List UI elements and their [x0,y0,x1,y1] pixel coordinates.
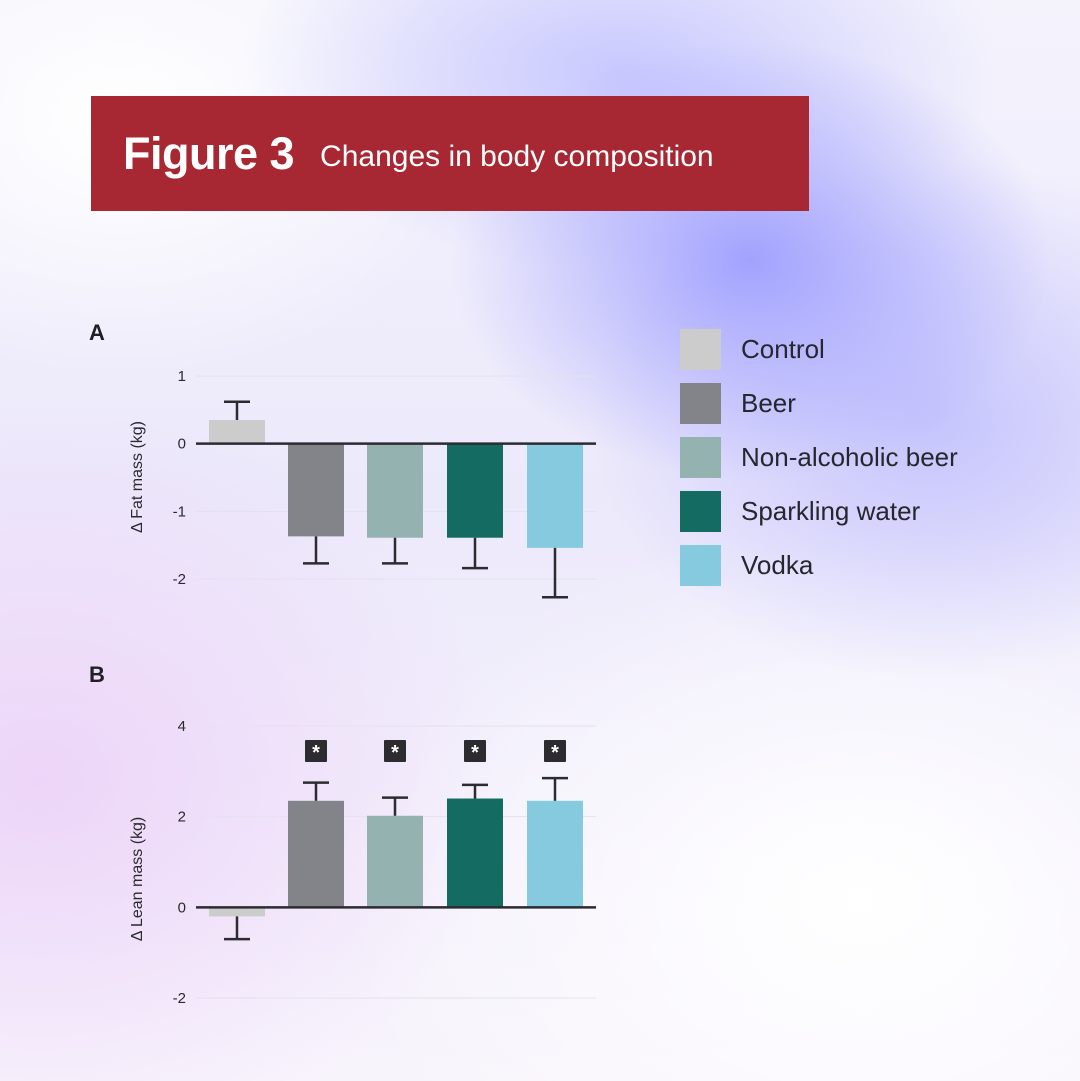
bar [527,443,583,548]
bar [209,419,265,444]
significance-marker: * [551,742,559,764]
y-tick-label: 4 [178,718,186,735]
y-tick-label: 0 [178,436,186,453]
legend-swatch [680,491,721,532]
panel-label-b: B [89,662,105,687]
legend-label: Non-alcoholic beer [741,442,958,472]
bar [447,798,503,908]
significance-box [464,740,486,762]
legend: Control Beer Non-alcoholic beer Sparkling w… [680,329,958,599]
y-axis-label: Δ Lean mass (kg) [129,817,146,942]
legend-label: Control [741,334,825,364]
legend-swatch [680,329,721,370]
significance-marker: * [312,742,320,764]
figure-number: Figure 3 [123,127,295,179]
significance-marker: * [391,742,399,764]
legend-label: Vodka [741,550,814,580]
y-tick-label: 2 [178,809,186,826]
bar [367,443,423,538]
bar [288,800,344,908]
bar [209,907,265,917]
legend-swatch [680,545,721,586]
y-tick-label: -2 [173,990,186,1007]
panel-label-a: A [89,320,105,345]
bar [367,815,423,908]
y-tick-label: 1 [178,368,186,385]
legend-label: Beer [741,388,796,418]
bar [288,443,344,537]
bar [527,800,583,908]
significance-marker: * [471,742,479,764]
significance-box [384,740,406,762]
figure-title: Changes in body composition [320,139,714,173]
significance-box [544,740,566,762]
y-axis-label: Δ Fat mass (kg) [129,421,146,533]
legend-item: Control [680,329,958,370]
significance-box [305,740,327,762]
legend-label: Sparkling water [741,496,921,526]
legend-item: Sparkling water [680,491,958,532]
y-tick-label: -2 [173,571,186,588]
legend-swatch [680,437,721,478]
legend-item: Beer [680,383,958,424]
bar [447,443,503,538]
legend-swatch [680,383,721,424]
figure-banner: Figure 3 Changes in body composition [91,96,809,211]
y-tick-label: 0 [178,899,186,916]
legend-item: Non-alcoholic beer [680,437,958,478]
legend-item: Vodka [680,545,958,586]
y-tick-label: -1 [173,503,186,520]
